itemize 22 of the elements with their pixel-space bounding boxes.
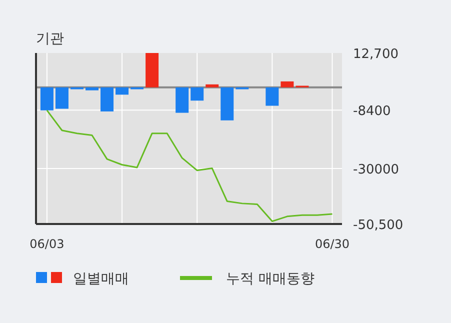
- bar: [266, 87, 279, 106]
- bar: [176, 87, 189, 113]
- x-tick-label: 06/03: [30, 237, 64, 251]
- legend-label: 일별매매: [73, 271, 129, 287]
- bar: [206, 84, 219, 88]
- line-series: [46, 110, 333, 222]
- bar: [116, 87, 129, 95]
- y-tick-label: -8400: [353, 104, 391, 120]
- chart-title: 기관: [36, 31, 64, 47]
- legend-label: 누적 매매동향: [226, 271, 314, 287]
- x-tick-label: 06/30: [314, 237, 350, 251]
- y-tick-label: 12,700: [353, 47, 398, 62]
- y-tick-label: -50,500: [353, 218, 404, 233]
- bar: [190, 87, 204, 101]
- bar: [100, 87, 114, 112]
- y-tick-label: -30000: [353, 162, 400, 178]
- bar: [55, 87, 68, 109]
- bar: [280, 81, 294, 88]
- bar: [40, 87, 54, 110]
- bar: [146, 53, 159, 88]
- bar: [86, 87, 99, 90]
- bar: [220, 87, 234, 120]
